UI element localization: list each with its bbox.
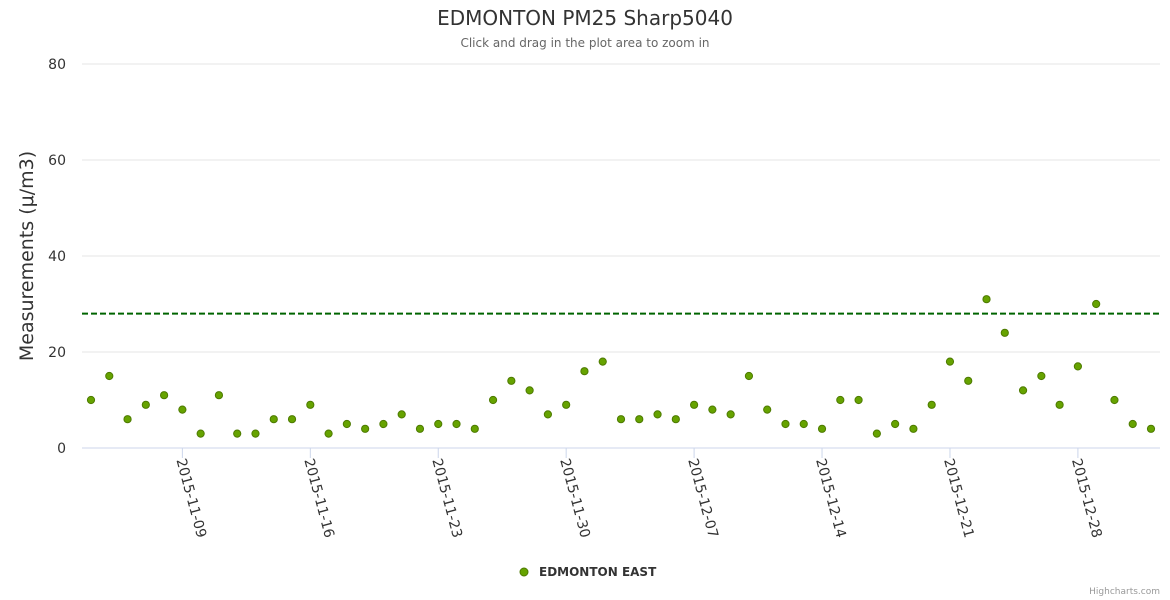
data-point[interactable] bbox=[86, 395, 96, 405]
data-point[interactable] bbox=[580, 367, 589, 376]
data-point[interactable] bbox=[964, 376, 973, 385]
data-point[interactable] bbox=[763, 405, 772, 414]
data-point[interactable] bbox=[105, 371, 114, 381]
x-tick-label: 2015-11-23 bbox=[428, 457, 465, 540]
data-point[interactable] bbox=[287, 415, 297, 424]
legend-item-edmonton-east[interactable]: EDMONTON EAST bbox=[539, 565, 657, 579]
data-point[interactable] bbox=[269, 415, 278, 424]
credits-link[interactable]: Highcharts.com bbox=[1089, 587, 1160, 597]
data-point[interactable] bbox=[141, 400, 150, 409]
data-point[interactable] bbox=[799, 419, 808, 429]
data-point[interactable] bbox=[379, 419, 388, 429]
data-point[interactable] bbox=[1000, 328, 1009, 337]
data-point[interactable] bbox=[415, 424, 425, 433]
data-point[interactable] bbox=[470, 424, 479, 433]
data-point[interactable] bbox=[214, 391, 224, 400]
data-point[interactable] bbox=[306, 400, 315, 409]
x-tick-label: 2015-12-21 bbox=[940, 457, 977, 540]
data-point[interactable] bbox=[598, 357, 607, 366]
data-point[interactable] bbox=[507, 376, 516, 385]
data-point[interactable] bbox=[1110, 395, 1119, 405]
y-axis-label: Measurements (μ/m3) bbox=[16, 151, 38, 361]
data-point[interactable] bbox=[1037, 371, 1046, 381]
data-point[interactable] bbox=[178, 405, 187, 414]
data-point[interactable] bbox=[671, 415, 680, 424]
data-point[interactable] bbox=[726, 410, 735, 419]
x-tick-label: 2015-11-30 bbox=[556, 457, 593, 540]
data-point[interactable] bbox=[927, 400, 936, 409]
data-point[interactable] bbox=[452, 419, 461, 429]
data-point[interactable] bbox=[488, 395, 498, 405]
chart-subtitle: Click and drag in the plot area to zoom … bbox=[460, 36, 709, 50]
data-point[interactable] bbox=[653, 410, 662, 419]
x-tick-label: 2015-11-16 bbox=[300, 457, 337, 540]
plot-background[interactable] bbox=[82, 64, 1160, 448]
data-point[interactable] bbox=[1055, 400, 1064, 409]
data-point[interactable] bbox=[160, 391, 169, 400]
data-point[interactable] bbox=[744, 371, 754, 381]
x-tick-label: 2015-12-28 bbox=[1068, 457, 1105, 540]
data-point[interactable] bbox=[434, 419, 443, 429]
data-point[interactable] bbox=[562, 400, 571, 409]
y-tick-label: 80 bbox=[48, 57, 66, 73]
plot-area[interactable] bbox=[82, 64, 1160, 448]
data-point[interactable] bbox=[635, 415, 644, 424]
data-point[interactable] bbox=[616, 415, 626, 424]
data-point[interactable] bbox=[525, 386, 534, 395]
data-point[interactable] bbox=[909, 424, 918, 433]
y-tick-label: 40 bbox=[48, 249, 66, 265]
data-point[interactable] bbox=[854, 395, 863, 405]
data-point[interactable] bbox=[251, 429, 260, 438]
data-point[interactable] bbox=[781, 419, 790, 429]
legend-marker-icon bbox=[519, 567, 529, 577]
data-point[interactable] bbox=[690, 400, 699, 409]
x-axis-ticks: 2015-11-09 2015-11-16 2015-11-23 2015-11-30… bbox=[173, 448, 1105, 540]
data-point[interactable] bbox=[817, 424, 827, 433]
legend[interactable]: EDMONTON EAST bbox=[519, 565, 657, 579]
grid-lines bbox=[82, 63, 1160, 449]
data-point[interactable] bbox=[361, 424, 370, 433]
data-point[interactable] bbox=[708, 405, 717, 414]
data-point[interactable] bbox=[397, 410, 406, 419]
data-point[interactable] bbox=[1146, 424, 1156, 433]
y-tick-label: 60 bbox=[48, 153, 66, 169]
data-point[interactable] bbox=[1092, 299, 1101, 309]
data-point[interactable] bbox=[945, 357, 955, 366]
data-point[interactable] bbox=[891, 419, 900, 429]
data-point[interactable] bbox=[324, 429, 333, 438]
x-tick-label: 2015-12-07 bbox=[684, 457, 721, 540]
data-point[interactable] bbox=[836, 395, 845, 405]
data-point[interactable] bbox=[196, 429, 205, 438]
chart-title: EDMONTON PM25 Sharp5040 bbox=[437, 6, 733, 30]
x-tick-label: 2015-12-14 bbox=[812, 457, 849, 540]
data-point[interactable] bbox=[123, 415, 132, 424]
y-axis-ticks: 0 20 40 60 80 bbox=[48, 57, 66, 457]
x-tick-label: 2015-11-09 bbox=[173, 457, 210, 540]
data-point[interactable] bbox=[872, 429, 881, 438]
y-tick-label: 0 bbox=[57, 441, 66, 457]
data-point[interactable] bbox=[1018, 386, 1028, 395]
y-tick-label: 20 bbox=[48, 345, 66, 361]
data-point[interactable] bbox=[543, 410, 552, 419]
data-point[interactable] bbox=[233, 429, 242, 438]
data-point[interactable] bbox=[1128, 419, 1137, 429]
series-points[interactable] bbox=[86, 295, 1156, 438]
data-point[interactable] bbox=[1073, 362, 1082, 371]
data-point[interactable] bbox=[342, 419, 351, 429]
data-point[interactable] bbox=[982, 295, 991, 304]
